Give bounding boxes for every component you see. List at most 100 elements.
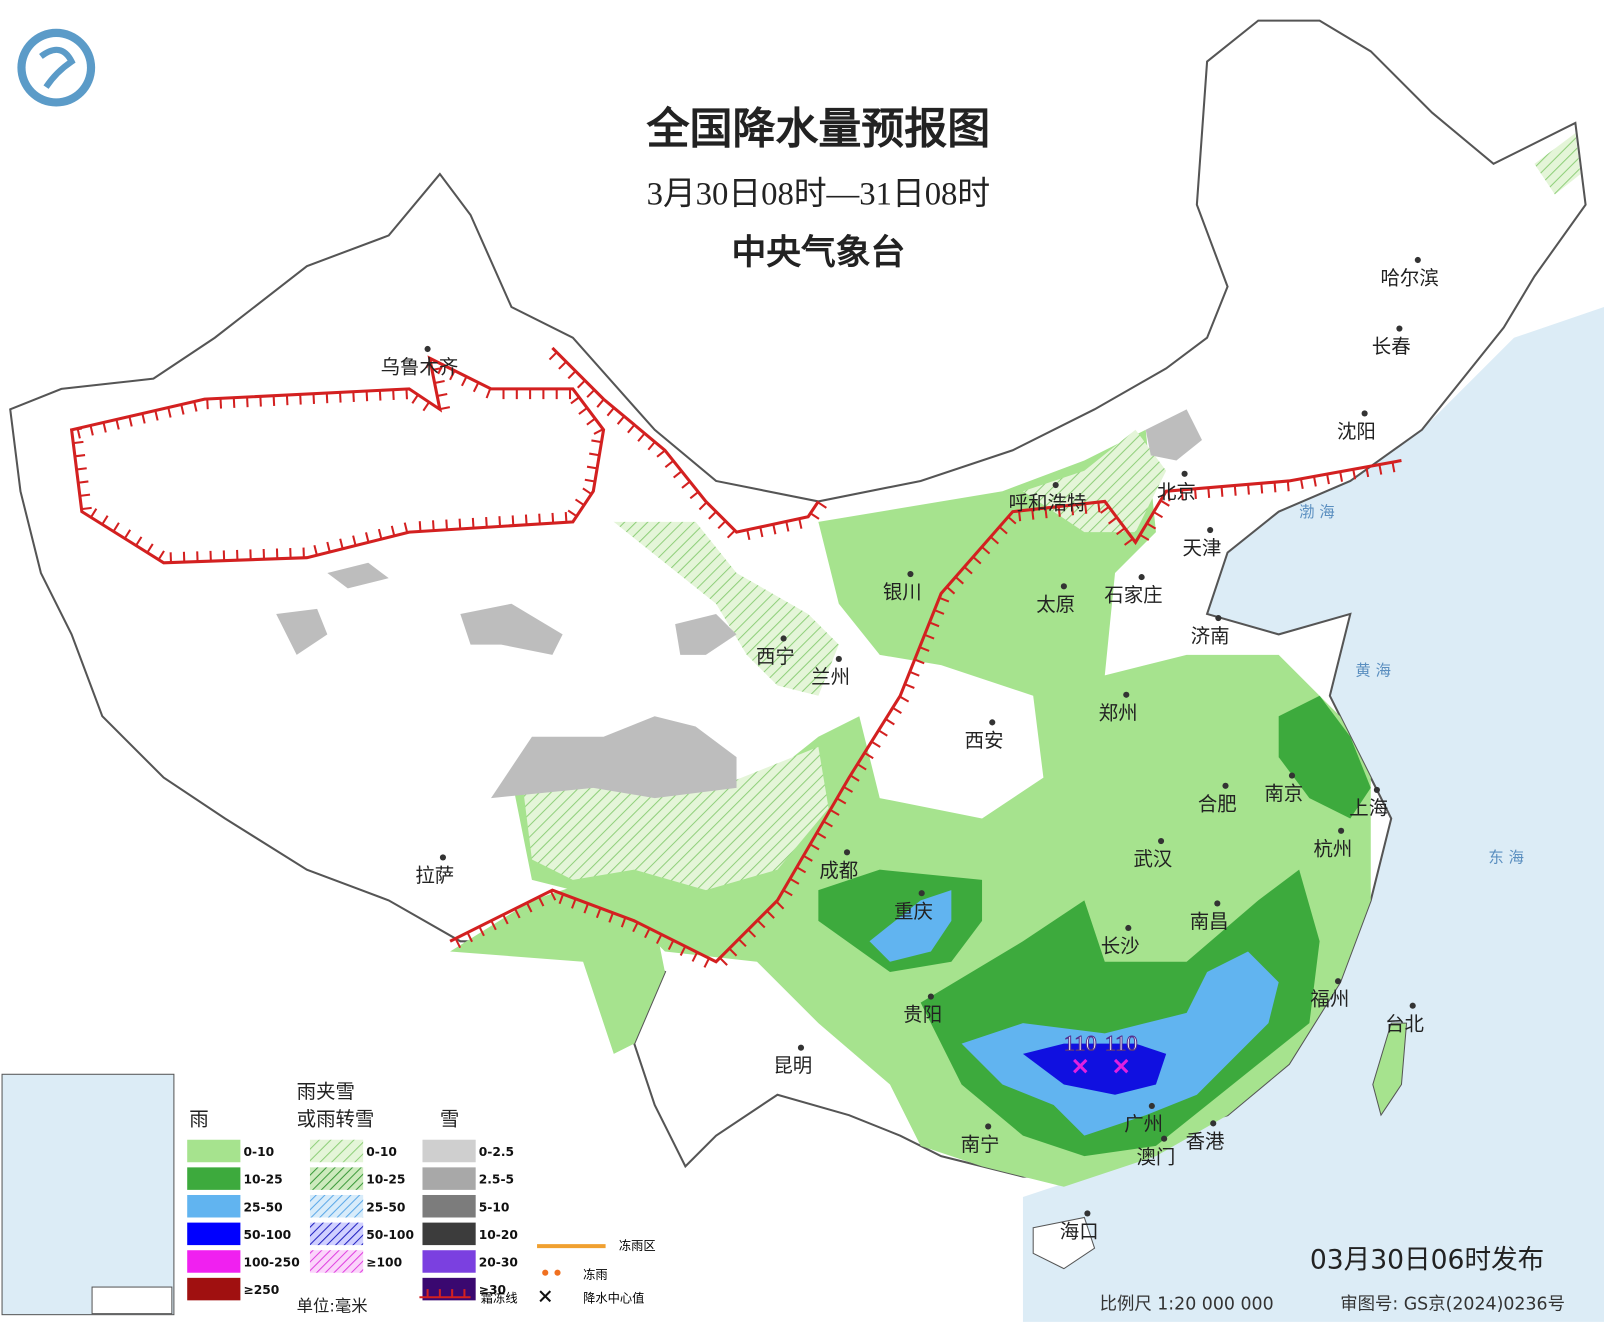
frost-tick [782, 889, 793, 897]
city-dot [918, 890, 925, 897]
title: 全国降水量预报图 [646, 104, 991, 154]
legend-swatch [187, 1222, 241, 1246]
frost-tick [392, 389, 395, 400]
city-label: 哈尔滨 [1381, 267, 1439, 290]
frost-tick [1273, 482, 1277, 493]
frost-tick [434, 379, 445, 384]
city-label: 杭州 [1313, 837, 1352, 860]
legend-label: 100-250 [243, 1256, 299, 1270]
frost-tick [551, 512, 555, 524]
legend-swatch [309, 1250, 364, 1273]
legend-label: 0-2.5 [479, 1145, 514, 1159]
frost-tick [485, 516, 488, 528]
city-dot [439, 854, 447, 861]
rain-50-100 [1022, 1043, 1167, 1095]
legend-label: 0-10 [243, 1145, 274, 1159]
frost-tick [312, 393, 316, 404]
frost-tick [698, 501, 708, 511]
rain-10-25 [1278, 695, 1371, 819]
frost-tick [511, 515, 515, 526]
frost-tick [1160, 499, 1170, 507]
frost-tick [74, 454, 86, 458]
city-label: 长沙 [1101, 935, 1140, 958]
frost-tick [567, 370, 577, 380]
frost-tick [352, 535, 357, 546]
frost-tick [817, 501, 827, 509]
frost-tick [728, 947, 738, 957]
city-dot [1373, 786, 1380, 793]
city-dot [843, 849, 851, 856]
frost-tick [1260, 483, 1264, 494]
frost-tick [578, 407, 588, 415]
frost-tick [272, 395, 276, 406]
city-dot [424, 345, 431, 353]
frost-tick [1352, 469, 1357, 480]
city-dot [1161, 1135, 1168, 1142]
frost-tick [972, 556, 982, 565]
city-dot [1125, 924, 1132, 932]
city-dot [1123, 691, 1130, 698]
frost-tick [325, 392, 329, 404]
frost-tick [1070, 504, 1075, 516]
taiwan [1372, 1022, 1408, 1117]
frost-tick [90, 508, 98, 518]
frost-tick [411, 394, 419, 404]
frost-tick [498, 516, 502, 527]
city-dot [985, 1123, 992, 1130]
frost-tick [313, 545, 318, 556]
frost-tick [589, 452, 600, 457]
legend-mix-title: 或雨转雪 [297, 1107, 375, 1130]
frost-tick [1299, 478, 1304, 490]
frost-tick [904, 683, 915, 689]
sea-label: 东 海 [1488, 849, 1524, 867]
frost-tick [647, 441, 656, 451]
legend-label: 20-30 [479, 1256, 518, 1270]
frost-tick [691, 951, 699, 962]
frost-tick [593, 428, 604, 435]
frost-tick [1233, 485, 1237, 496]
legend-label: ≥30 [479, 1283, 506, 1297]
issuer: 中央气象台 [731, 233, 905, 273]
city-label: 西安 [965, 729, 1004, 752]
mix-0-10 [613, 521, 839, 696]
frost-tick [352, 391, 355, 402]
frost-tick [856, 763, 867, 771]
sea [1022, 307, 1604, 1322]
frost-tick [1312, 476, 1317, 487]
legend-swatch [309, 1167, 364, 1190]
frost-tick [667, 939, 675, 950]
frost-tick [1116, 527, 1126, 536]
frost-tick [892, 706, 902, 715]
legend-label: 10-25 [243, 1173, 282, 1187]
frost-tick [71, 427, 82, 431]
legend-mix-title: 雨夹雪 [297, 1080, 355, 1103]
city-label: 郑州 [1099, 701, 1138, 724]
legend-freezing-rain [542, 1269, 549, 1276]
frost-tick [1194, 488, 1197, 500]
city-dot [1084, 1210, 1091, 1217]
frost-tick [963, 566, 973, 575]
frost-tick [849, 774, 860, 782]
frost-tick [502, 914, 509, 925]
city-dot [907, 570, 914, 578]
frost-tick [747, 928, 757, 938]
frost-tick [1007, 516, 1017, 525]
city-dot [1222, 782, 1229, 789]
issue-time: 03月30日06时发布 [1310, 1245, 1544, 1276]
frost-tick [73, 440, 84, 445]
frost-tick [538, 513, 541, 525]
frost-tick [823, 820, 833, 828]
scale: 比例尺 1:20 000 000 [1100, 1295, 1274, 1315]
frost-tick [809, 843, 820, 851]
legend-label: 25-50 [243, 1200, 282, 1214]
base-map [1, 19, 1604, 1322]
frost-tick [339, 392, 342, 403]
frost-tick [206, 398, 209, 410]
frost-tick [437, 364, 444, 375]
frost-tick [836, 797, 847, 805]
city-dot [1157, 837, 1165, 845]
city-label: 香港 [1186, 1130, 1225, 1153]
frost-tick [863, 751, 874, 760]
frost-tick [586, 417, 596, 426]
city-dot [989, 719, 996, 726]
